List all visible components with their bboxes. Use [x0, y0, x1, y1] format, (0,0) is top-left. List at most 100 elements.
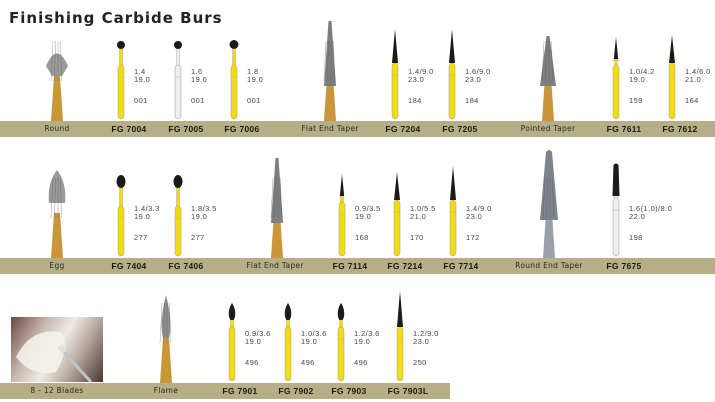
spec-diameter: 1.4/6.0: [685, 67, 711, 76]
bur-shank: [448, 62, 456, 120]
shank-gold: [542, 76, 554, 121]
bur-shank: [393, 199, 401, 257]
bur-neck: [119, 47, 123, 67]
label-band: [0, 383, 450, 399]
spec-iso: 184: [408, 96, 422, 105]
spec-diameter: 0.9/3.5: [355, 204, 381, 213]
product-code: FG 7903L: [387, 386, 429, 396]
spec-diameter: 1.4/3.3: [134, 204, 160, 213]
label-band: [0, 121, 715, 137]
bur-shank: [668, 62, 676, 120]
bur-photo: [270, 158, 283, 258]
spec-iso: 001: [191, 96, 205, 105]
bur-photo: [540, 150, 558, 258]
clinical-photo: [11, 317, 103, 382]
bur-neck: [230, 318, 234, 329]
bur-head: [612, 163, 620, 196]
spec-length: 21.0: [685, 75, 702, 84]
spec-iso: 001: [134, 96, 148, 105]
shape-label: Flat End Taper: [246, 261, 304, 270]
bur-icon: [338, 174, 346, 257]
bur-shank: [391, 62, 399, 120]
spec-length: 19.0: [134, 75, 151, 84]
spec-diameter: 1.0/5.5: [410, 204, 436, 213]
bur-icon: [448, 29, 456, 120]
product-code: FG 7214: [387, 261, 423, 271]
spec-iso: 250: [413, 358, 427, 367]
spec-length: 19.0: [629, 75, 646, 84]
bur-icon: [284, 303, 292, 382]
bur-photo: [323, 21, 336, 121]
product-code: FG 7114: [332, 261, 368, 271]
bur-neck: [119, 186, 123, 208]
spec-length: 23.0: [413, 337, 430, 346]
spec-length: 19.0: [355, 212, 372, 221]
product-code: FG 7714: [443, 261, 479, 271]
bur-icon: [174, 41, 182, 120]
bur-shank: [612, 64, 620, 120]
spec-length: 19.0: [191, 75, 208, 84]
shape-label: Flat End Taper: [301, 124, 359, 133]
bur-shank: [230, 64, 238, 120]
bur-head: [173, 175, 183, 188]
bur-icon: [117, 41, 125, 120]
label-band: [0, 258, 715, 274]
bur-shank: [228, 326, 236, 382]
bur-shank: [117, 64, 125, 120]
product-code: FG 7675: [606, 261, 642, 271]
spec-length: 19.0: [301, 337, 318, 346]
spec-iso: 159: [629, 96, 643, 105]
spec-iso: 172: [466, 233, 480, 242]
shank-gold: [324, 76, 336, 121]
bur-photo: [46, 40, 68, 121]
bur-shank: [337, 326, 345, 382]
bur-head: [337, 303, 345, 320]
bur-neck: [176, 186, 180, 208]
bur-photo: [159, 295, 172, 383]
spec-iso: 496: [354, 358, 368, 367]
product-code: FG 7005: [168, 124, 204, 134]
bur-head: [397, 291, 403, 327]
shank-gold: [51, 76, 63, 121]
bur-head: [449, 29, 455, 63]
bur-head: [174, 41, 182, 49]
spec-diameter: 1.6(1.0)/8.0: [629, 204, 673, 213]
shape-label: Round: [44, 124, 70, 133]
bur-shank: [117, 205, 125, 257]
bur-neck: [339, 318, 343, 329]
cutting-head: [540, 36, 556, 86]
bur-head: [394, 172, 400, 200]
bur-photo: [48, 170, 66, 258]
spec-length: 23.0: [465, 75, 482, 84]
cutting-head: [161, 295, 171, 338]
spec-diameter: 0.9/3.6: [245, 329, 271, 338]
bur-icon: [612, 163, 620, 257]
bur-icon: [612, 37, 620, 120]
bur-shank: [396, 326, 404, 382]
bur-icon: [668, 35, 676, 120]
spec-iso: 277: [134, 233, 148, 242]
bur-icon: [396, 291, 404, 382]
bur-head: [229, 40, 239, 49]
shank-gold: [160, 338, 172, 383]
product-code: FG 7004: [111, 124, 147, 134]
bur-neck: [286, 318, 290, 329]
cutting-head: [540, 150, 558, 220]
cutting-head: [271, 158, 283, 223]
shape-label: 8 - 12 Blades: [30, 386, 84, 395]
spec-iso: 496: [301, 358, 315, 367]
bur-head: [117, 41, 125, 49]
spec-length: 22.0: [629, 212, 646, 221]
shank-gold: [271, 213, 283, 258]
spec-diameter: 1.8: [247, 67, 259, 76]
spec-iso: 184: [465, 96, 479, 105]
bur-head: [450, 166, 456, 200]
product-code: FG 7406: [168, 261, 204, 271]
spec-diameter: 1.4/9.0: [466, 204, 492, 213]
spec-length: 23.0: [408, 75, 425, 84]
spec-length: 19.0: [245, 337, 262, 346]
shape-label: Egg: [49, 261, 65, 270]
spec-iso: 198: [629, 233, 643, 242]
bur-head: [392, 29, 398, 63]
bur-shank: [449, 199, 457, 257]
